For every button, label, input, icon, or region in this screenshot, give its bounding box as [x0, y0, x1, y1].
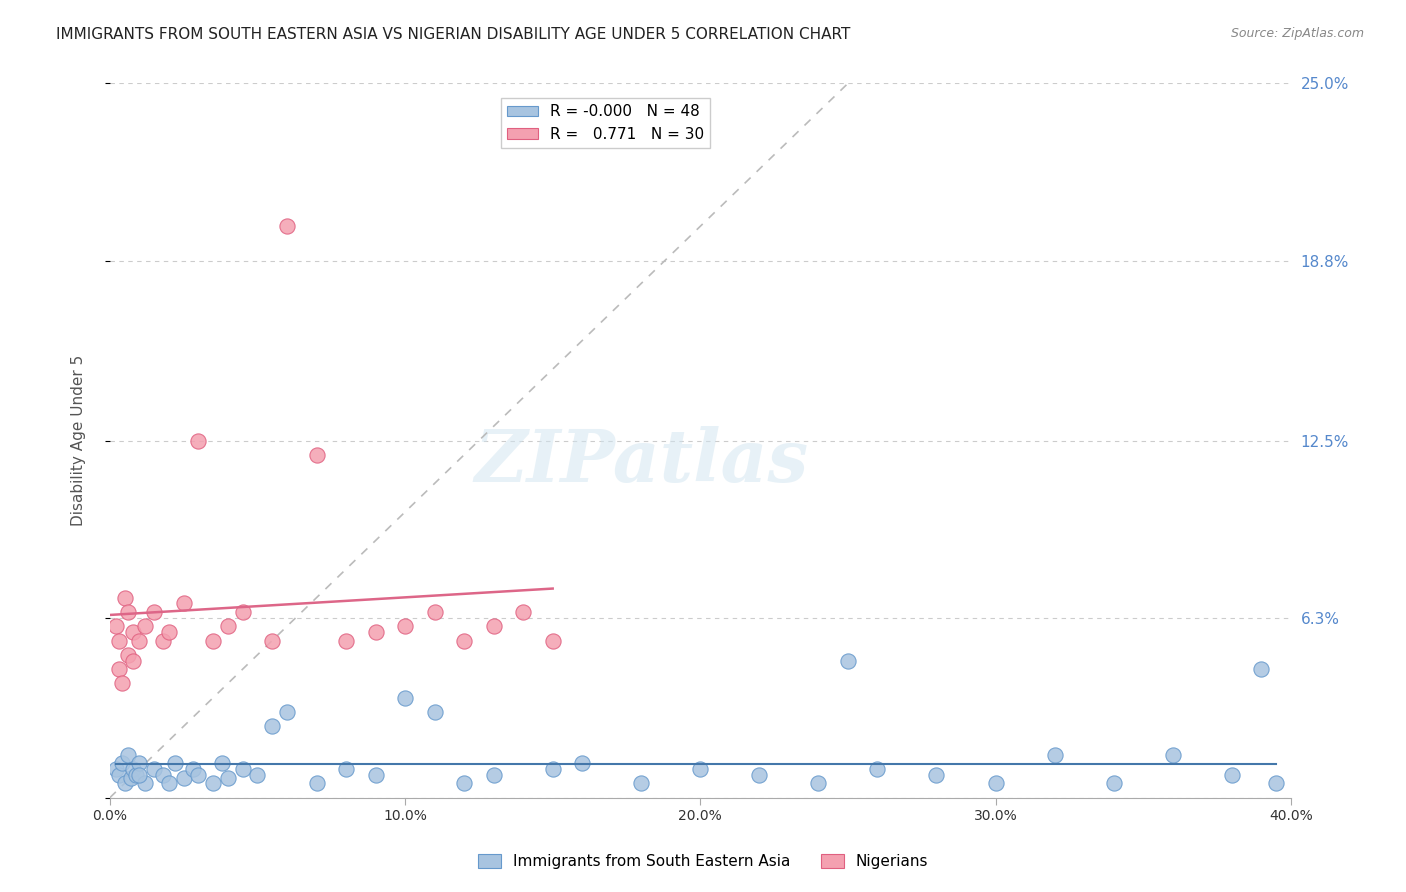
Point	[482, 619, 505, 633]
Text: ZIPatlas: ZIPatlas	[474, 426, 808, 498]
Point	[134, 776, 156, 790]
Point	[630, 776, 652, 790]
Point	[173, 596, 195, 610]
Point	[1265, 776, 1288, 790]
Point	[104, 762, 127, 776]
Point	[1250, 662, 1272, 676]
Point	[453, 633, 475, 648]
Point	[163, 756, 186, 771]
Point	[423, 605, 446, 619]
Point	[143, 605, 166, 619]
Point	[748, 768, 770, 782]
Point	[122, 624, 145, 639]
Point	[866, 762, 889, 776]
Point	[128, 768, 150, 782]
Point	[111, 756, 134, 771]
Point	[232, 762, 254, 776]
Point	[984, 776, 1007, 790]
Point	[394, 690, 416, 705]
Point	[181, 762, 204, 776]
Point	[117, 605, 139, 619]
Point	[512, 605, 534, 619]
Point	[453, 776, 475, 790]
Point	[1220, 768, 1243, 782]
Point	[107, 662, 129, 676]
Point	[837, 654, 859, 668]
Point	[202, 633, 225, 648]
Point	[541, 762, 564, 776]
Point	[187, 434, 209, 448]
Point	[1043, 747, 1066, 762]
Y-axis label: Disability Age Under 5: Disability Age Under 5	[72, 355, 86, 526]
Point	[125, 768, 148, 782]
Point	[394, 619, 416, 633]
Point	[335, 633, 357, 648]
Point	[689, 762, 711, 776]
Point	[157, 624, 180, 639]
Point	[117, 648, 139, 662]
Point	[1161, 747, 1184, 762]
Point	[1102, 776, 1125, 790]
Point	[187, 768, 209, 782]
Point	[541, 633, 564, 648]
Point	[143, 762, 166, 776]
Point	[134, 619, 156, 633]
Text: IMMIGRANTS FROM SOUTH EASTERN ASIA VS NIGERIAN DISABILITY AGE UNDER 5 CORRELATIO: IMMIGRANTS FROM SOUTH EASTERN ASIA VS NI…	[56, 27, 851, 42]
Point	[276, 705, 298, 719]
Point	[276, 219, 298, 234]
Point	[217, 771, 239, 785]
Point	[482, 768, 505, 782]
Point	[335, 762, 357, 776]
Point	[152, 633, 174, 648]
Point	[157, 776, 180, 790]
Point	[111, 676, 134, 690]
Point	[128, 633, 150, 648]
Point	[423, 705, 446, 719]
Point	[120, 771, 142, 785]
Point	[305, 776, 328, 790]
Point	[305, 448, 328, 462]
Point	[262, 719, 284, 733]
Point	[122, 762, 145, 776]
Point	[211, 756, 233, 771]
Point	[246, 768, 269, 782]
Point	[217, 619, 239, 633]
Point	[364, 624, 387, 639]
Point	[104, 619, 127, 633]
Point	[925, 768, 948, 782]
Point	[152, 768, 174, 782]
Point	[128, 756, 150, 771]
Point	[107, 768, 129, 782]
Legend: Immigrants from South Eastern Asia, Nigerians: Immigrants from South Eastern Asia, Nige…	[471, 848, 935, 875]
Point	[122, 654, 145, 668]
Point	[364, 768, 387, 782]
Point	[107, 633, 129, 648]
Point	[173, 771, 195, 785]
Point	[114, 776, 136, 790]
Point	[232, 605, 254, 619]
Point	[262, 633, 284, 648]
Legend: R = -0.000   N = 48, R =   0.771   N = 30: R = -0.000 N = 48, R = 0.771 N = 30	[502, 98, 710, 148]
Point	[117, 747, 139, 762]
Point	[202, 776, 225, 790]
Text: Source: ZipAtlas.com: Source: ZipAtlas.com	[1230, 27, 1364, 40]
Point	[114, 591, 136, 605]
Point	[571, 756, 593, 771]
Point	[807, 776, 830, 790]
